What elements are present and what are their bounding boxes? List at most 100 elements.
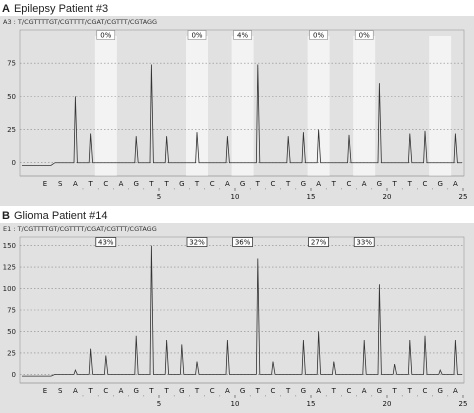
dispensation-letter: T xyxy=(148,387,154,395)
x-tick-label: 10 xyxy=(231,400,240,408)
dispensation-letter: G xyxy=(240,387,245,395)
dispensation-letter: A xyxy=(119,387,124,395)
y-tick-label: 0 xyxy=(12,159,16,167)
dispensation-letter: T xyxy=(163,180,169,188)
methylation-label-box xyxy=(353,237,375,247)
dispensation-letter: A xyxy=(225,387,230,395)
methylation-label-box xyxy=(309,30,328,40)
dispensation-letter: C xyxy=(271,180,276,188)
y-tick-label: 75 xyxy=(7,60,16,68)
x-tick-label: 20 xyxy=(383,400,392,408)
dispensation-letter: T xyxy=(285,180,291,188)
y-tick-label: 125 xyxy=(3,264,16,272)
dispensation-letter: T xyxy=(194,387,200,395)
methylation-label: 4% xyxy=(237,32,248,40)
dispensation-letter: G xyxy=(240,180,245,188)
dispensation-letter: C xyxy=(210,387,215,395)
dispensation-letter: C xyxy=(210,180,215,188)
methylation-label: 32% xyxy=(189,239,205,247)
dispensation-letter: G xyxy=(133,180,138,188)
dispensation-letter: T xyxy=(407,387,413,395)
dispensation-letter: C xyxy=(103,387,108,395)
dispensation-letter: S xyxy=(58,180,63,188)
panel-a-title-text: Epilepsy Patient #3 xyxy=(13,3,109,15)
y-tick-label: 25 xyxy=(7,126,16,134)
x-tick-label: 25 xyxy=(459,400,468,408)
x-tick-label: 5 xyxy=(157,400,161,408)
panel-a-title: A Epilepsy Patient #3 xyxy=(2,3,108,15)
methylation-label-box xyxy=(308,237,329,247)
dispensation-letter: G xyxy=(377,180,382,188)
methylation-band xyxy=(231,36,254,176)
methylation-label: 0% xyxy=(313,32,324,40)
methylation-label-box xyxy=(95,237,117,247)
dispensation-letter: T xyxy=(391,180,397,188)
dispensation-letter: T xyxy=(255,180,261,188)
dispensation-letter: G xyxy=(437,180,442,188)
methylation-label: 36% xyxy=(235,239,251,247)
sequence-label: A3 : T/CGTTTTGT/CGTTTT/CGAT/CGTTT/CGTAGG xyxy=(3,18,157,26)
methylation-band xyxy=(353,36,376,176)
dispensation-letter: A xyxy=(316,180,321,188)
dispensation-letter: E xyxy=(43,387,47,395)
dispensation-letter: T xyxy=(285,387,291,395)
panel-b-title: B Glioma Patient #14 xyxy=(2,210,108,222)
methylation-label: 0% xyxy=(359,32,370,40)
dispensation-letter: A xyxy=(73,387,78,395)
panel-b-letter: B xyxy=(2,210,10,222)
y-tick-label: 150 xyxy=(3,242,16,250)
methylation-label: 43% xyxy=(98,239,114,247)
x-tick-label: 5 xyxy=(157,193,161,201)
dispensation-letter: C xyxy=(347,180,352,188)
dispensation-letter: G xyxy=(133,387,138,395)
methylation-label: 33% xyxy=(356,239,372,247)
panel-a: A Epilepsy Patient #3 A3 : T/CGTTTTGT/CGT… xyxy=(0,3,474,206)
y-tick-label: 50 xyxy=(7,328,16,336)
y-tick-label: 75 xyxy=(7,307,16,315)
dispensation-letter: G xyxy=(179,387,184,395)
dispensation-letter: E xyxy=(43,180,47,188)
panel-a-letter: A xyxy=(2,3,10,15)
x-tick-label: 25 xyxy=(459,193,468,201)
dispensation-letter: T xyxy=(331,387,337,395)
pyrogram-chart-b: E1 : T/CGTTTTGT/CGTTTT/CGAT/CGTTT/CGTAGG… xyxy=(0,223,474,413)
dispensation-letter: A xyxy=(225,180,230,188)
dispensation-letter: C xyxy=(347,387,352,395)
methylation-label: 27% xyxy=(311,239,327,247)
dispensation-letter: C xyxy=(271,387,276,395)
dispensation-letter: G xyxy=(179,180,184,188)
dispensation-letter: T xyxy=(407,180,413,188)
sequence-label: E1 : T/CGTTTTGT/CGTTTT/CGAT/CGTTT/CGTAGG xyxy=(3,225,157,233)
pyrogram-trace xyxy=(22,64,462,166)
y-tick-label: 100 xyxy=(3,285,16,293)
pyrogram-trace xyxy=(22,245,462,377)
methylation-label: 0% xyxy=(191,32,202,40)
dispensation-letter: T xyxy=(148,180,154,188)
dispensation-letter: T xyxy=(87,387,93,395)
y-tick-label: 50 xyxy=(7,93,16,101)
methylation-label-box xyxy=(232,237,253,247)
dispensation-letter: A xyxy=(119,180,124,188)
methylation-band xyxy=(307,36,330,176)
methylation-band xyxy=(94,36,117,176)
dispensation-letter: A xyxy=(362,180,367,188)
dispensation-letter: G xyxy=(301,387,306,395)
panel-b-title-text: Glioma Patient #14 xyxy=(13,210,108,222)
dispensation-letter: T xyxy=(391,387,397,395)
dispensation-letter: A xyxy=(362,387,367,395)
dispensation-letter: G xyxy=(437,387,442,395)
y-tick-label: 25 xyxy=(7,349,16,357)
dispensation-letter: A xyxy=(453,180,458,188)
dispensation-letter: C xyxy=(423,387,428,395)
methylation-band xyxy=(429,36,452,176)
y-tick-label: 0 xyxy=(12,371,16,379)
x-tick-label: 15 xyxy=(307,193,316,201)
dispensation-letter: G xyxy=(301,180,306,188)
methylation-label-box xyxy=(186,237,208,247)
dispensation-letter: T xyxy=(87,180,93,188)
x-tick-label: 20 xyxy=(383,193,392,201)
dispensation-letter: S xyxy=(58,387,63,395)
dispensation-letter: T xyxy=(163,387,169,395)
dispensation-letter: T xyxy=(194,180,200,188)
pyrogram-chart-a: A3 : T/CGTTTTGT/CGTTTT/CGAT/CGTTT/CGTAGG… xyxy=(0,16,474,206)
